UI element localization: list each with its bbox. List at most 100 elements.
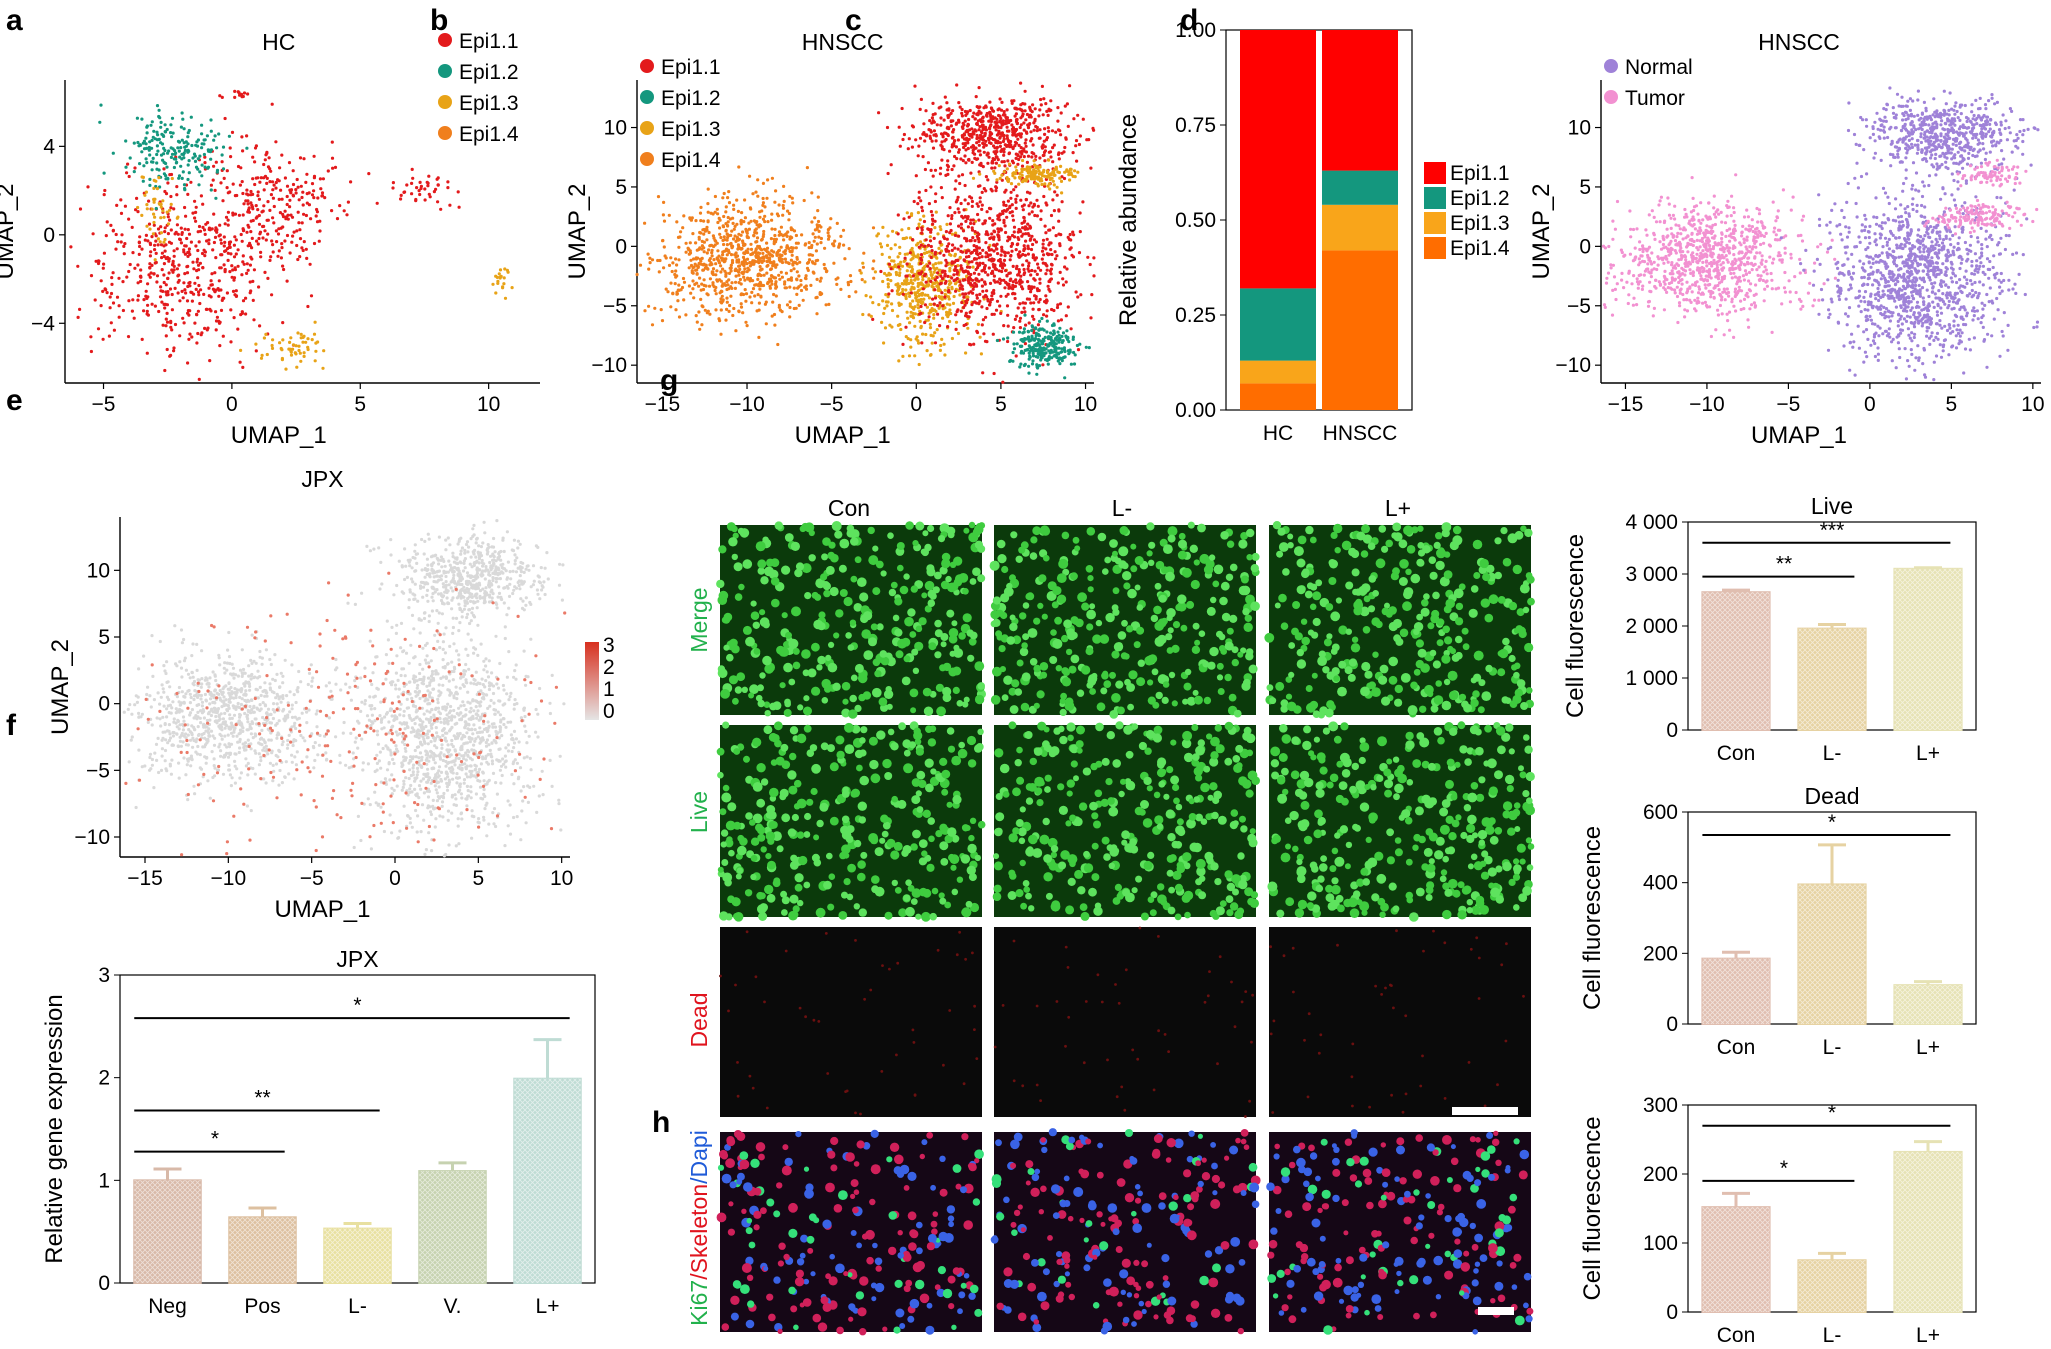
data-point: [937, 106, 941, 110]
data-point: [933, 199, 938, 204]
data-point: [669, 281, 673, 285]
data-point: [1708, 247, 1712, 251]
data-point: [907, 281, 911, 286]
data-point: [947, 282, 952, 286]
data-point: [1695, 252, 1699, 256]
data-point: [819, 241, 823, 245]
y-tick-label: 0.75: [1175, 114, 1216, 137]
data-point: [1801, 304, 1805, 308]
data-point: [1730, 194, 1734, 198]
data-point: [708, 257, 712, 261]
data-point: [98, 120, 102, 124]
data-point: [157, 309, 161, 314]
data-point: [266, 200, 270, 204]
legend-swatch: [438, 33, 452, 47]
data-point: [1696, 248, 1700, 252]
data-point: [156, 237, 160, 241]
data-point: [245, 271, 249, 275]
data-point: [938, 225, 942, 229]
data-point: [1005, 116, 1010, 120]
data-point: [694, 219, 698, 223]
data-point: [1039, 217, 1043, 221]
data-point: [301, 335, 305, 339]
data-point: [154, 234, 158, 238]
data-point: [196, 263, 201, 267]
data-point: [153, 248, 157, 252]
data-point: [999, 253, 1003, 257]
data-point: [1052, 323, 1056, 327]
data-point: [296, 210, 300, 214]
data-point: [974, 95, 978, 99]
data-point: [258, 324, 262, 328]
data-point: [203, 326, 207, 330]
data-point: [990, 166, 994, 170]
data-point: [249, 230, 253, 234]
data-point: [199, 288, 203, 292]
data-point: [1680, 278, 1684, 282]
data-point: [985, 210, 989, 214]
data-point: [946, 274, 950, 278]
data-point: [172, 268, 176, 272]
data-point: [184, 214, 188, 218]
data-point: [716, 212, 720, 216]
data-point: [1694, 256, 1698, 260]
data-point: [1049, 272, 1053, 276]
data-point: [813, 235, 817, 239]
data-point: [771, 263, 775, 267]
data-point: [763, 302, 768, 306]
data-point: [1018, 125, 1022, 130]
data-point: [195, 140, 199, 144]
data-point: [975, 330, 980, 335]
data-point: [1038, 277, 1042, 281]
data-point: [1663, 269, 1667, 273]
data-point: [684, 250, 688, 254]
data-point: [977, 240, 981, 244]
data-point: [906, 316, 910, 320]
data-point: [1018, 302, 1022, 306]
data-point: [212, 164, 216, 168]
data-point: [925, 349, 929, 353]
data-point: [456, 190, 460, 194]
data-point: [132, 141, 136, 145]
data-point: [1781, 188, 1785, 192]
data-point: [232, 243, 236, 247]
data-point: [1061, 283, 1066, 287]
data-point: [205, 328, 209, 332]
data-point: [914, 296, 918, 300]
data-point: [221, 167, 226, 171]
data-point: [931, 263, 935, 267]
data-point: [284, 215, 289, 219]
data-point: [1042, 253, 1046, 257]
data-point: [1048, 341, 1052, 346]
data-point: [110, 276, 114, 280]
data-point: [186, 250, 190, 255]
data-point: [182, 321, 186, 325]
data-point: [986, 161, 990, 165]
data-point: [164, 317, 168, 321]
data-point: [224, 215, 229, 219]
data-point: [141, 179, 145, 183]
data-point: [214, 226, 218, 230]
data-point: [997, 125, 1001, 129]
data-point: [713, 194, 718, 199]
data-point: [140, 247, 144, 251]
data-point: [755, 240, 759, 244]
data-point: [788, 300, 792, 304]
data-point: [169, 155, 173, 159]
data-point: [1017, 237, 1021, 242]
data-point: [1003, 286, 1007, 290]
data-point: [1022, 267, 1026, 272]
data-point: [1812, 298, 1817, 302]
data-point: [765, 196, 769, 200]
data-point: [993, 166, 997, 170]
data-point: [169, 325, 173, 329]
data-point: [1018, 172, 1022, 176]
data-point: [772, 260, 776, 264]
data-point: [159, 225, 163, 229]
data-point: [942, 118, 946, 122]
data-point: [183, 148, 187, 152]
data-point: [1073, 353, 1077, 357]
data-point: [966, 298, 970, 302]
data-point: [761, 217, 766, 221]
data-point: [1040, 84, 1044, 88]
